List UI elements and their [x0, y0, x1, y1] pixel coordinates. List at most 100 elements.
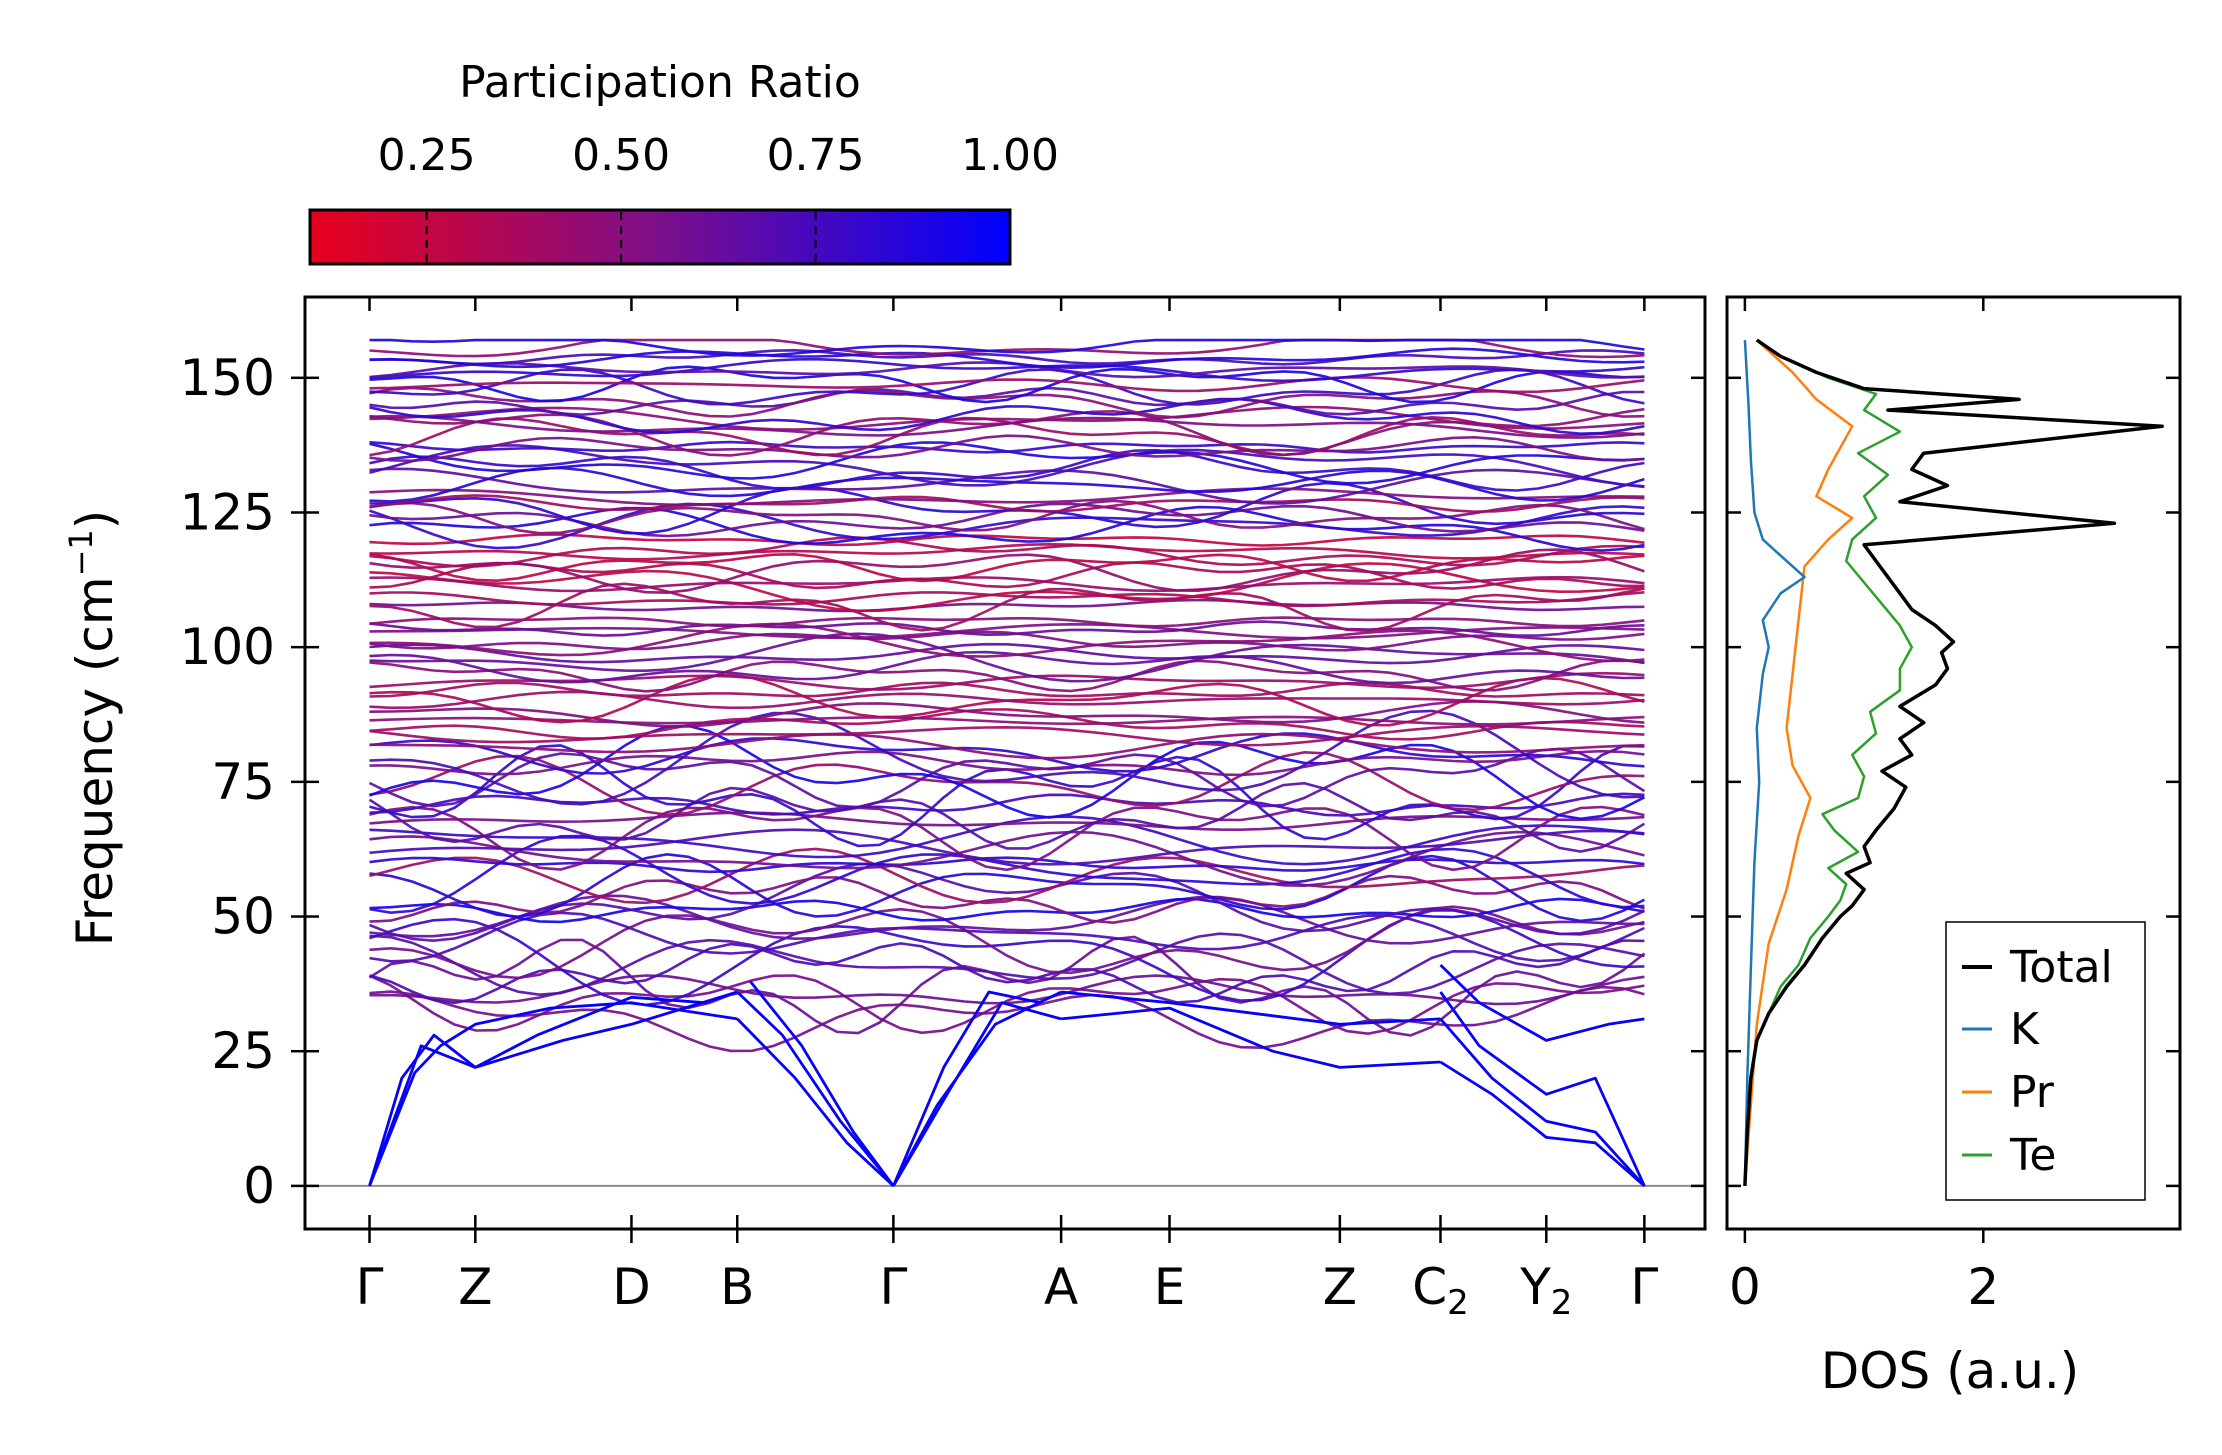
x-tick-label: C2 — [1412, 1258, 1469, 1323]
optical-branch — [369, 434, 1645, 463]
dos-plot-frame — [1725, 295, 2182, 1231]
optical-branch — [369, 874, 1645, 925]
band-plot-frame — [303, 295, 1707, 1231]
optical-branch — [369, 681, 1645, 698]
optical-branch — [369, 708, 1645, 741]
x-tick-label: Γ — [879, 1258, 907, 1316]
x-tick-label: Γ — [356, 1258, 384, 1316]
optical-branch — [368, 974, 1645, 1036]
acoustic-branch — [368, 990, 738, 1187]
dos-series-te — [1743, 339, 1914, 1186]
optical-branch — [369, 650, 1645, 685]
dos-series-k — [1743, 340, 1806, 1186]
y-tick-label: 50 — [211, 888, 275, 946]
legend-label-total: Total — [2009, 942, 2113, 993]
y-tick-label: 75 — [211, 753, 275, 811]
optical-branch — [369, 365, 1645, 404]
colorbar: Participation Ratio 0.25 0.50 0.75 1.00 — [308, 57, 1059, 266]
optical-branch — [369, 357, 1645, 383]
x-tick-label: Z — [1323, 1258, 1357, 1316]
optical-branch — [369, 908, 1645, 1007]
optical-branch — [369, 397, 1645, 436]
x-tick-label: E — [1154, 1258, 1186, 1316]
dos-series-pr — [1743, 339, 1854, 1186]
optical-branch — [369, 616, 1645, 628]
optical-branch — [369, 985, 1645, 1053]
optical-branch — [369, 598, 1645, 613]
acoustic-branch — [368, 990, 738, 1187]
optical-branch — [369, 582, 1645, 633]
acoustic-branch — [892, 990, 1041, 1187]
optical-branch — [368, 747, 1646, 809]
optical-branch — [369, 499, 1645, 535]
acoustic-branch — [368, 1001, 738, 1187]
legend-label-te: Te — [2009, 1130, 2056, 1181]
optical-branch — [369, 732, 1645, 760]
dos-x-tick-label: 0 — [1729, 1258, 1761, 1316]
optical-branch — [369, 732, 1645, 775]
optical-branch — [369, 620, 1645, 637]
dos-legend: Total K Pr Te — [1945, 921, 2146, 1201]
acoustic-branch — [736, 990, 895, 1187]
optical-branch — [369, 338, 1645, 357]
dos-series-total — [1743, 338, 2164, 1186]
x-tick-label: Y2 — [1519, 1258, 1572, 1323]
acoustic-branch — [1439, 1060, 1646, 1187]
optical-branch — [369, 552, 1645, 583]
optical-branch — [369, 658, 1645, 693]
optical-branch — [369, 561, 1645, 590]
optical-branch — [368, 781, 1646, 853]
optical-branch — [369, 750, 1645, 817]
optical-branch — [369, 642, 1645, 665]
optical-branch — [369, 828, 1645, 866]
optical-branch — [369, 939, 1645, 1005]
optical-branch — [369, 897, 1645, 924]
optical-branch — [369, 847, 1645, 905]
optical-branch — [369, 347, 1645, 370]
acoustic-branch — [892, 1001, 1062, 1187]
colorbar-gradient — [308, 208, 1012, 266]
optical-branch — [368, 935, 1646, 1037]
y-tick-label: 0 — [243, 1157, 275, 1215]
acoustic-branch — [1439, 1017, 1646, 1187]
optical-branch — [369, 444, 1645, 488]
optical-branch — [369, 862, 1645, 943]
optical-branch — [369, 724, 1645, 821]
optical-branch — [369, 911, 1645, 963]
optical-branch — [369, 386, 1645, 419]
optical-branch — [369, 348, 1645, 366]
optical-branch — [369, 548, 1645, 595]
optical-branch — [369, 533, 1645, 547]
acoustic-branch — [1439, 963, 1645, 1042]
colorbar-tick-label: 1.00 — [961, 130, 1059, 181]
optical-branch — [369, 709, 1645, 806]
x-tick-label: Γ — [1630, 1258, 1658, 1316]
acoustic-branch — [736, 1017, 895, 1187]
colorbar-tick-label: 0.75 — [767, 130, 865, 181]
x-tick-label: Z — [458, 1258, 492, 1316]
optical-branch — [369, 830, 1645, 888]
optical-branch — [369, 749, 1645, 777]
optical-branch — [369, 494, 1645, 514]
optical-branch — [369, 700, 1645, 728]
dos-x-tick-label: 2 — [1967, 1258, 1999, 1316]
optical-branch — [369, 932, 1645, 997]
y-tick-label: 150 — [180, 349, 275, 407]
optical-branch — [369, 894, 1645, 945]
optical-branch — [369, 622, 1645, 640]
optical-branch — [369, 852, 1646, 923]
acoustic-branch — [749, 980, 895, 1187]
dos-axis-label: DOS (a.u.) — [1821, 1342, 2080, 1400]
optical-branch — [369, 375, 1645, 394]
optical-branch — [369, 536, 1645, 568]
colorbar-tick-label: 0.50 — [572, 130, 670, 181]
band-structure-panel: 0 25 50 75 100 125 150 Γ Z D B Γ A E Z C2 Y2 Γ Frequency … — [62, 295, 1707, 1323]
optical-branch — [369, 632, 1645, 683]
x-tick-label: A — [1044, 1258, 1078, 1316]
acoustic-branch — [1439, 991, 1646, 1187]
optical-branch — [369, 414, 1645, 439]
optical-branch — [369, 575, 1645, 593]
optical-branch — [369, 591, 1645, 608]
x-tick-label: D — [612, 1258, 651, 1316]
